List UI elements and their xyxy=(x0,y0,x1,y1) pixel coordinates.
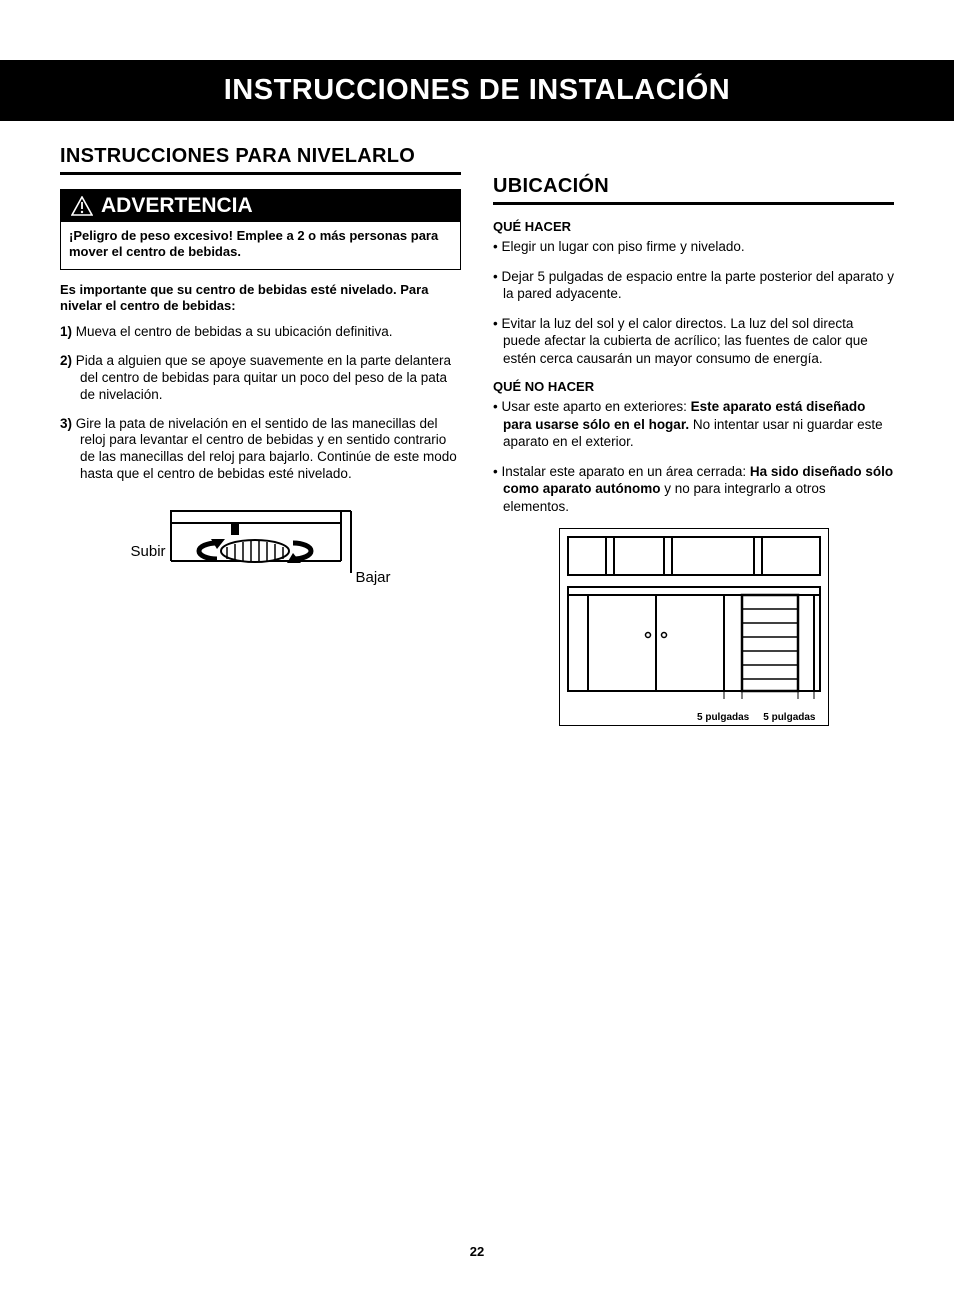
page-number: 22 xyxy=(0,1244,954,1259)
step-2-text: Pida a alguien que se apoye suavemente e… xyxy=(72,353,451,402)
do-list: Elegir un lugar con piso firme y nivelad… xyxy=(493,238,894,367)
step-3-num: 3) xyxy=(60,416,72,431)
step-1-text: Mueva el centro de bebidas a su ubicació… xyxy=(72,324,392,339)
dont-1-pre: Usar este aparto en exteriores: xyxy=(501,399,690,414)
step-1: 1) Mueva el centro de bebidas a su ubica… xyxy=(60,324,461,341)
dont-item-2: Instalar este aparato en un área cerrada… xyxy=(493,463,894,516)
dont-list: Usar este aparto en exteriores: Este apa… xyxy=(493,398,894,515)
label-5in-left: 5 pulgadas xyxy=(697,712,749,723)
right-column: UBICACIÓN QUÉ HACER Elegir un lugar con … xyxy=(493,145,894,726)
warning-label: ADVERTENCIA xyxy=(101,194,253,218)
warning-body: ¡Peligro de peso excesivo! Emplee a 2 o … xyxy=(61,222,460,269)
do-item-1: Elegir un lugar con piso firme y nivelad… xyxy=(493,238,894,256)
leveling-svg xyxy=(131,503,391,613)
warning-triangle-icon xyxy=(71,196,93,216)
warning-block: ADVERTENCIA ¡Peligro de peso excesivo! E… xyxy=(60,189,461,270)
columns: INSTRUCCIONES PARA NIVELARLO ADVERTENCIA… xyxy=(0,145,954,726)
step-3-text: Gire la pata de nivelación en el sentido… xyxy=(72,416,457,482)
do-item-2: Dejar 5 pulgadas de espacio entre la par… xyxy=(493,268,894,303)
leveling-title: INSTRUCCIONES PARA NIVELARLO xyxy=(60,145,461,168)
step-1-num: 1) xyxy=(60,324,72,339)
location-figure: 5 pulgadas 5 pulgadas xyxy=(559,528,829,726)
leveling-intro: Es importante que su centro de bebidas e… xyxy=(60,282,461,315)
warning-head: ADVERTENCIA xyxy=(61,190,460,222)
leveling-rule xyxy=(60,172,461,175)
location-rule xyxy=(493,202,894,205)
leveling-figure: Subir Bajar xyxy=(131,503,391,613)
step-2-num: 2) xyxy=(60,353,72,368)
left-column: INSTRUCCIONES PARA NIVELARLO ADVERTENCIA… xyxy=(60,145,461,726)
leveling-steps: 1) Mueva el centro de bebidas a su ubica… xyxy=(60,324,461,483)
dont-head: QUÉ NO HACER xyxy=(493,379,894,394)
do-head: QUÉ HACER xyxy=(493,219,894,234)
step-3: 3) Gire la pata de nivelación en el sent… xyxy=(60,416,461,484)
dont-item-1: Usar este aparto en exteriores: Este apa… xyxy=(493,398,894,451)
location-fig-labels: 5 pulgadas 5 pulgadas xyxy=(566,712,822,723)
dont-2-pre: Instalar este aparato en un área cerrada… xyxy=(501,464,749,479)
location-title: UBICACIÓN xyxy=(493,175,894,198)
label-subir: Subir xyxy=(131,543,166,560)
label-5in-right: 5 pulgadas xyxy=(763,712,815,723)
step-2: 2) Pida a alguien que se apoye suavement… xyxy=(60,353,461,404)
page-title-bar: INSTRUCCIONES DE INSTALACIÓN xyxy=(0,60,954,121)
do-item-3: Evitar la luz del sol y el calor directo… xyxy=(493,315,894,368)
location-svg xyxy=(566,535,822,705)
label-bajar: Bajar xyxy=(355,569,390,586)
page-title: INSTRUCCIONES DE INSTALACIÓN xyxy=(224,74,730,106)
